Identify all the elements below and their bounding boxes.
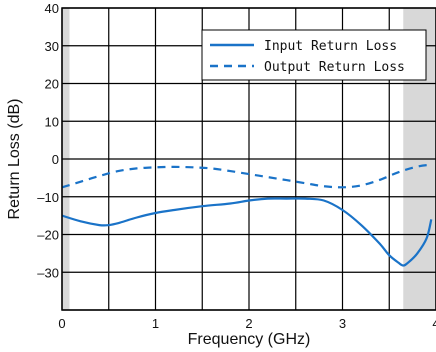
y-tick-label: 40 [45, 1, 59, 16]
x-tick-label: 4 [432, 316, 436, 331]
y-tick-label: –20 [37, 228, 59, 243]
series-input-return-loss [61, 197, 433, 267]
y-tick-label: 20 [45, 77, 59, 92]
gridlines [61, 7, 436, 311]
y-axis-label: Return Loss (dB) [6, 99, 23, 220]
x-tick-label: 2 [245, 316, 252, 331]
legend-box [201, 29, 427, 81]
series-lines [61, 163, 433, 267]
x-tick-labels: 0 1 2 3 4 [58, 316, 436, 331]
y-tick-labels: 40 30 20 10 0 –10 –20 –30 [37, 1, 59, 280]
plot-frame [61, 7, 436, 311]
x-tick-label: 1 [152, 316, 159, 331]
legend-label-output: Output Return Loss [264, 60, 405, 75]
y-tick-label: –30 [37, 265, 59, 280]
y-tick-label: 10 [45, 114, 59, 129]
y-tick-label: 30 [45, 39, 59, 54]
x-axis-label: Frequency (GHz) [188, 331, 311, 348]
legend: Input Return Loss Output Return Loss [201, 29, 427, 81]
x-tick-label: 0 [58, 316, 65, 331]
y-tick-label: –10 [37, 190, 59, 205]
x-tick-label: 3 [339, 316, 346, 331]
y-tick-label: 0 [52, 152, 59, 167]
legend-label-input: Input Return Loss [264, 39, 397, 54]
series-output-return-loss [61, 163, 432, 189]
